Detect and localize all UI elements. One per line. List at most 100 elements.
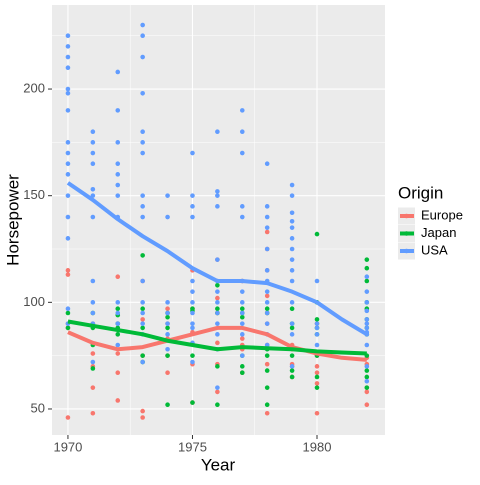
point xyxy=(264,368,270,373)
point xyxy=(115,140,121,145)
x-tick-label: 1980 xyxy=(303,439,332,454)
point xyxy=(90,186,96,192)
point xyxy=(314,231,320,237)
y-tick-label: 200 xyxy=(23,80,45,95)
point xyxy=(115,69,121,75)
point xyxy=(115,108,121,113)
point xyxy=(140,321,145,326)
x-tick-label: 1970 xyxy=(53,439,82,454)
point xyxy=(65,172,71,177)
point xyxy=(364,364,370,369)
point xyxy=(239,300,245,305)
point xyxy=(165,353,170,358)
point xyxy=(165,370,170,376)
point xyxy=(140,129,145,134)
point xyxy=(215,332,220,337)
point xyxy=(239,108,245,113)
point xyxy=(65,310,71,316)
legend-label: Japan xyxy=(421,225,456,240)
point xyxy=(65,86,71,92)
point xyxy=(215,306,220,312)
point xyxy=(140,204,145,209)
point xyxy=(264,225,270,230)
point xyxy=(215,204,220,209)
point xyxy=(115,306,121,312)
point xyxy=(215,389,220,395)
point xyxy=(239,204,245,209)
point xyxy=(165,300,170,305)
point xyxy=(289,193,295,198)
point xyxy=(190,214,195,220)
point xyxy=(115,161,121,166)
point xyxy=(289,218,295,224)
legend-point xyxy=(404,213,409,219)
point xyxy=(239,310,245,316)
point xyxy=(215,295,220,301)
point xyxy=(264,310,270,316)
point xyxy=(264,214,270,220)
point xyxy=(364,321,370,326)
point xyxy=(190,310,195,316)
x-tick-label: 1975 xyxy=(178,439,207,454)
point xyxy=(289,321,295,326)
point xyxy=(264,229,270,235)
trend-line xyxy=(66,181,368,337)
point xyxy=(314,410,320,416)
point xyxy=(115,398,121,403)
point xyxy=(90,351,96,356)
point xyxy=(264,204,270,209)
point xyxy=(115,274,121,280)
point xyxy=(165,325,170,331)
point xyxy=(140,253,145,258)
point xyxy=(65,193,71,198)
point xyxy=(289,225,295,230)
point xyxy=(90,161,96,166)
y-tick-label: 150 xyxy=(23,187,45,202)
point xyxy=(239,214,245,220)
point xyxy=(264,246,270,252)
point xyxy=(314,321,320,326)
point xyxy=(140,359,145,365)
point xyxy=(264,353,270,358)
point xyxy=(90,310,96,316)
point xyxy=(215,193,220,198)
point xyxy=(364,274,370,280)
point xyxy=(65,214,71,220)
point xyxy=(65,65,71,71)
point xyxy=(165,310,170,316)
point xyxy=(364,278,370,284)
point xyxy=(215,189,220,194)
point xyxy=(190,353,195,358)
point xyxy=(314,381,320,386)
point xyxy=(65,33,71,39)
legend-point xyxy=(404,231,409,236)
point xyxy=(90,300,96,305)
point xyxy=(140,306,145,312)
point xyxy=(65,236,71,241)
point xyxy=(65,272,71,277)
point xyxy=(314,364,320,369)
point xyxy=(90,366,96,371)
legend-title: Origin xyxy=(398,183,443,202)
point xyxy=(364,378,370,384)
point xyxy=(140,150,145,156)
point xyxy=(364,300,370,305)
point xyxy=(314,325,320,331)
point xyxy=(239,336,245,341)
point xyxy=(364,368,370,373)
point xyxy=(65,268,71,273)
point xyxy=(364,385,370,390)
point xyxy=(90,410,96,416)
point xyxy=(190,204,195,209)
point xyxy=(190,150,195,156)
point xyxy=(165,332,170,337)
point xyxy=(314,317,320,322)
point xyxy=(140,193,145,198)
point xyxy=(215,385,220,390)
point xyxy=(239,332,245,337)
point xyxy=(115,351,121,356)
point xyxy=(215,321,220,326)
point xyxy=(364,317,370,322)
point xyxy=(289,353,295,358)
point xyxy=(239,129,245,134)
